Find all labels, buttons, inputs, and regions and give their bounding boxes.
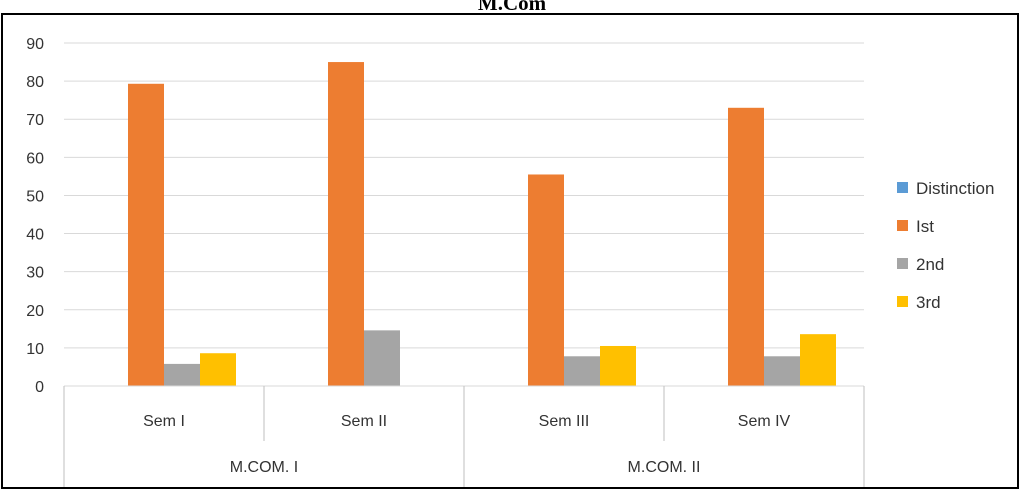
bar-2nd-sem-iii — [564, 356, 600, 386]
chart-title: M.Com — [477, 0, 547, 15]
y-tick-label: 60 — [26, 150, 44, 167]
x-group-label: M.COM. II — [628, 459, 701, 476]
x-axis: M.COM. I M.COM. II Sem I Sem II Sem III Sem I… — [63, 385, 865, 487]
legend-swatch-distinction — [897, 182, 908, 193]
x-tick-label: Sem III — [539, 413, 590, 430]
legend-label: 2nd — [916, 255, 944, 274]
y-tick-label: 90 — [26, 36, 44, 53]
bar-ist-sem-ii — [328, 62, 364, 387]
x-group-label: M.COM. I — [230, 459, 298, 476]
bar-ist-sem-iv — [728, 107, 764, 387]
legend-label: Distinction — [916, 179, 994, 198]
x-tick-label: Sem I — [143, 413, 185, 430]
legend-swatch-3rd — [897, 296, 908, 307]
bar-ist-sem-i — [128, 83, 164, 386]
legend-swatch-2nd — [897, 258, 908, 269]
bar-2nd-sem-iv — [764, 356, 800, 386]
x-tick-label: Sem II — [341, 413, 387, 430]
y-tick-label: 50 — [26, 188, 44, 205]
bar-ist-sem-iii — [528, 174, 564, 386]
bar-3rd-sem-iii — [600, 345, 636, 386]
legend-label: 3rd — [916, 293, 941, 312]
legend-swatch-ist — [897, 220, 908, 231]
y-axis-tick-labels: 0 10 20 30 40 50 60 70 80 90 — [26, 36, 44, 396]
bar-3rd-sem-iv — [800, 334, 836, 386]
y-tick-label: 30 — [26, 265, 44, 282]
bars — [128, 62, 836, 387]
y-tick-label: 80 — [26, 74, 44, 91]
y-tick-label: 40 — [26, 227, 44, 244]
legend: Distinction Ist 2nd 3rd — [897, 179, 994, 312]
legend-label: Ist — [916, 217, 934, 236]
bar-2nd-sem-i — [164, 363, 200, 386]
x-tick-label: Sem IV — [738, 413, 791, 430]
y-tick-label: 70 — [26, 112, 44, 129]
y-tick-label: 10 — [26, 341, 44, 358]
y-tick-label: 20 — [26, 303, 44, 320]
bar-2nd-sem-ii — [364, 330, 400, 386]
y-tick-label: 0 — [35, 379, 44, 396]
bar-3rd-sem-i — [200, 353, 236, 386]
chart-frame — [1, 13, 1019, 489]
